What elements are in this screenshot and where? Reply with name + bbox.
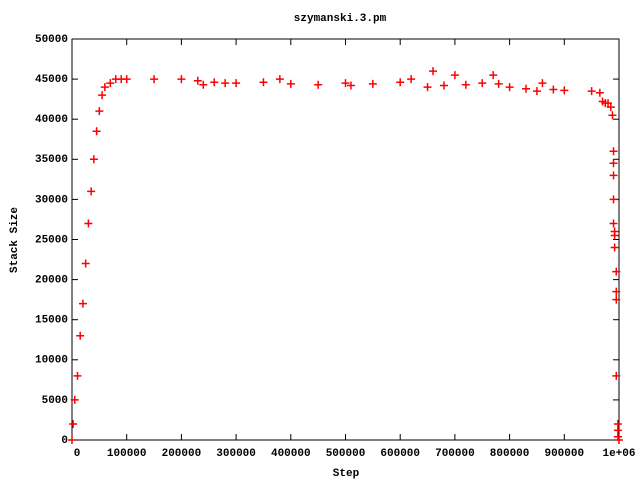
data-point <box>423 83 432 92</box>
data-point <box>69 419 78 428</box>
data-point <box>604 99 613 108</box>
x-tick-label: 100000 <box>107 448 147 460</box>
data-point <box>81 259 90 268</box>
data-point <box>275 75 284 84</box>
data-point <box>68 436 76 444</box>
data-point <box>606 103 615 112</box>
y-tick-label: 20000 <box>35 275 68 287</box>
data-point <box>89 155 98 164</box>
data-point <box>76 331 85 340</box>
data-point <box>610 243 619 252</box>
y-tick-label: 10000 <box>35 355 68 367</box>
data-point <box>346 81 355 90</box>
x-tick-label: 0 <box>74 448 81 460</box>
data-point <box>494 79 503 88</box>
y-tick-label: 25000 <box>35 234 68 246</box>
data-point <box>232 79 241 88</box>
data-point <box>612 371 621 380</box>
x-axis-label: Step <box>333 468 360 480</box>
y-tick-label: 40000 <box>35 114 68 126</box>
data-point <box>609 219 618 228</box>
x-tick-label: 200000 <box>162 448 202 460</box>
data-point <box>609 195 618 204</box>
data-point <box>608 111 617 120</box>
data-point <box>150 75 159 84</box>
data-point <box>407 75 416 84</box>
data-point <box>221 79 230 88</box>
data-point <box>98 91 107 100</box>
y-tick-label: 50000 <box>35 34 68 46</box>
data-point <box>177 75 186 84</box>
plot-border <box>71 38 620 441</box>
x-tick-label: 400000 <box>271 448 311 460</box>
data-point <box>439 81 448 90</box>
data-point <box>92 127 101 136</box>
data-point <box>595 88 604 97</box>
x-tick-label: 1e+06 <box>602 448 635 460</box>
x-tick-label: 500000 <box>326 448 366 460</box>
y-tick-label: 30000 <box>35 194 68 206</box>
data-point <box>259 78 268 87</box>
y-tick-label: 15000 <box>35 315 68 327</box>
x-tick-label: 900000 <box>544 448 584 460</box>
data-point <box>314 80 323 89</box>
data-point <box>341 79 350 88</box>
x-tick-label: 600000 <box>380 448 420 460</box>
data-point <box>95 107 104 116</box>
data-point <box>210 78 219 87</box>
x-tick-label: 800000 <box>490 448 530 460</box>
data-point <box>106 79 115 88</box>
data-point <box>612 287 621 296</box>
data-point <box>532 87 541 96</box>
data-point <box>478 79 487 88</box>
data-point <box>612 267 621 276</box>
y-tick-label: 45000 <box>35 74 68 86</box>
data-point <box>609 171 618 180</box>
data-point <box>612 295 621 304</box>
data-point <box>505 83 514 92</box>
data-point <box>73 371 82 380</box>
data-point <box>199 80 208 89</box>
data-point <box>609 159 618 168</box>
data-point <box>450 71 459 80</box>
data-point <box>560 86 569 95</box>
data-point <box>100 83 109 92</box>
chart-title: szymanski.3.pm <box>294 13 387 25</box>
data-point <box>84 219 93 228</box>
y-tick-label: 0 <box>61 435 68 447</box>
data-point <box>538 79 547 88</box>
data-point <box>87 187 96 196</box>
data-point <box>610 231 619 240</box>
y-axis-label: Stack Size <box>9 207 21 273</box>
data-point <box>587 87 596 96</box>
x-tick-label: 300000 <box>216 448 256 460</box>
data-point <box>122 75 131 84</box>
data-point <box>522 84 531 93</box>
data-point <box>609 147 618 156</box>
data-point <box>615 436 623 444</box>
data-point <box>70 395 79 404</box>
data-point <box>429 67 438 76</box>
data-point <box>368 79 377 88</box>
data-point <box>461 80 470 89</box>
data-point <box>286 79 295 88</box>
data-point <box>396 78 405 87</box>
data-point <box>78 299 87 308</box>
data-point <box>193 76 202 85</box>
data-point <box>549 85 558 94</box>
y-tick-label: 5000 <box>42 395 68 407</box>
data-point <box>489 71 498 80</box>
y-tick-label: 35000 <box>35 154 68 166</box>
x-tick-label: 700000 <box>435 448 475 460</box>
